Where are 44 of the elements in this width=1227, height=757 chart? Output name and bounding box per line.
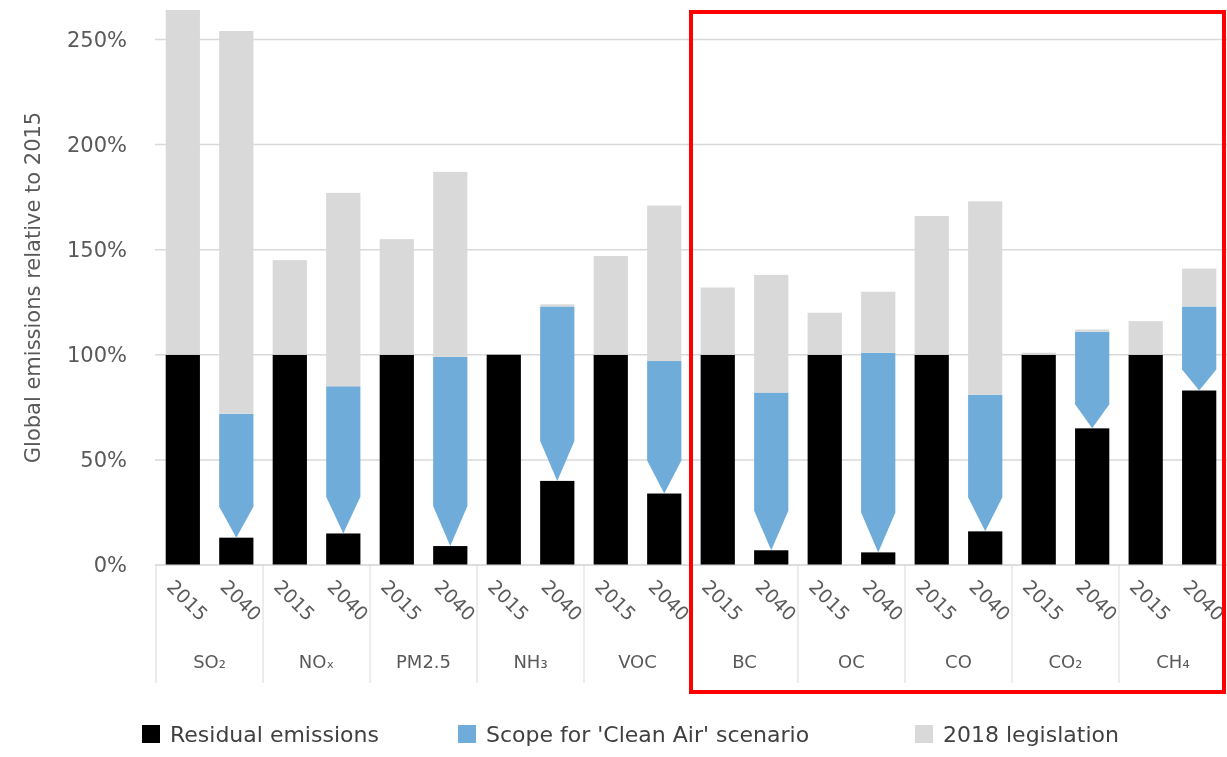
bar	[1128, 354, 1163, 565]
text: CH₄	[1156, 651, 1190, 672]
bar	[540, 304, 575, 307]
bar	[433, 546, 468, 565]
bar	[807, 354, 842, 565]
legend-label: Residual emissions	[170, 722, 379, 747]
bar	[165, 354, 200, 565]
bar	[219, 537, 254, 565]
text: CO₂	[1048, 651, 1083, 672]
bar	[540, 480, 575, 565]
bar	[1075, 428, 1110, 565]
bar	[272, 354, 307, 565]
text: VOC	[618, 651, 657, 672]
y-axis-title: Global emissions relative to 2015	[21, 111, 45, 464]
y-tick-label: 250%	[66, 27, 127, 52]
bar	[379, 354, 414, 565]
y-tick-label: 50%	[80, 448, 127, 473]
legend-label: Scope for 'Clean Air' scenario	[486, 722, 810, 747]
y-tick-label: 100%	[66, 343, 127, 368]
text: SO₂	[193, 651, 226, 672]
bar	[861, 291, 896, 353]
bar	[1182, 390, 1217, 565]
bar	[1075, 329, 1110, 332]
text: CO	[945, 651, 972, 672]
text: BC	[732, 651, 757, 672]
y-tick-label: 150%	[66, 238, 127, 263]
bar	[486, 354, 521, 565]
bar	[1021, 354, 1056, 565]
bar	[647, 493, 682, 565]
bar	[861, 552, 896, 565]
bar	[754, 550, 789, 565]
bar	[593, 354, 628, 565]
text: OC	[838, 651, 865, 672]
text: NOₓ	[298, 651, 335, 672]
bar	[700, 354, 735, 565]
bar	[326, 533, 361, 565]
y-tick-label: 200%	[66, 132, 127, 157]
text: PM2.5	[396, 651, 452, 672]
bar	[914, 354, 949, 565]
bar	[1182, 268, 1217, 307]
y-tick-label: 0%	[93, 553, 127, 578]
bar	[968, 531, 1003, 565]
legend-label: 2018 legislation	[943, 722, 1119, 747]
text: NH₃	[513, 651, 548, 672]
